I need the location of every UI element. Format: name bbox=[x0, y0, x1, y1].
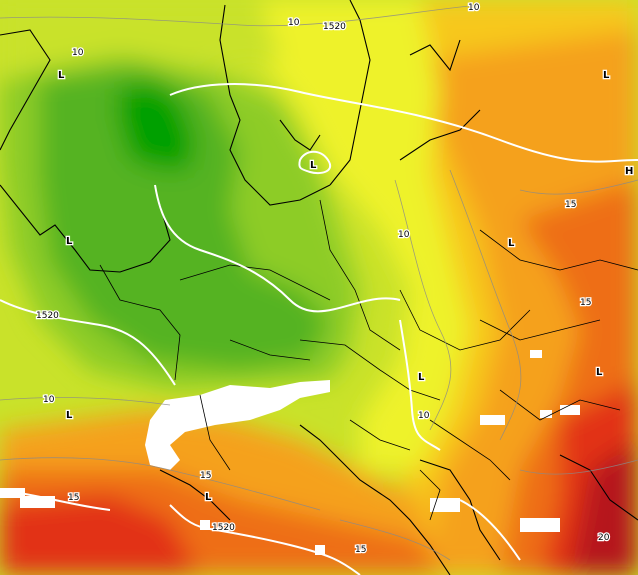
isoline-southeast bbox=[459, 499, 521, 561]
high-pressure-marker: H bbox=[625, 166, 633, 177]
contour-label-15-c: 15 bbox=[200, 471, 211, 481]
isoline-1520-south bbox=[169, 504, 361, 575]
low-pressure-marker: L bbox=[66, 410, 73, 421]
contour-label-1520-bottom: 1520 bbox=[212, 523, 235, 533]
contour-label-15-b: 15 bbox=[580, 298, 591, 308]
low-pressure-marker: L bbox=[310, 160, 317, 171]
isoline-1520-loop bbox=[298, 150, 331, 175]
contour-label-1520-top: 1520 bbox=[323, 22, 346, 32]
low-pressure-marker: L bbox=[596, 367, 603, 378]
contour-label-15-e: 15 bbox=[355, 545, 366, 555]
contour-label-10-b: 10 bbox=[468, 3, 480, 13]
isoline-east bbox=[399, 319, 441, 451]
low-pressure-marker: L bbox=[508, 238, 515, 249]
isotherms bbox=[0, 4, 638, 561]
low-pressure-marker: L bbox=[66, 236, 73, 247]
contour-label-15-d: 15 bbox=[68, 493, 79, 503]
geopotential-lines bbox=[0, 83, 638, 575]
contour-label-10-a: 10 bbox=[288, 18, 300, 28]
low-pressure-marker: L bbox=[58, 70, 65, 81]
contour-label-10-f: 10 bbox=[418, 411, 430, 421]
green-cold-core bbox=[118, 82, 195, 170]
contour-label-20-a: 20 bbox=[598, 533, 610, 543]
contour-label-10-e: 10 bbox=[43, 395, 55, 405]
low-pressure-marker: L bbox=[418, 372, 425, 383]
contour-label-10-c: 10 bbox=[72, 48, 84, 58]
isoline-1520-north bbox=[169, 83, 638, 163]
isoline-1520-west2 bbox=[0, 299, 176, 386]
contour-label-1520-left: 1520 bbox=[36, 311, 59, 321]
contour-label-15-a: 15 bbox=[565, 200, 576, 210]
south-warm-red bbox=[0, 495, 200, 575]
terrain-mask bbox=[0, 350, 580, 555]
warm-band-dark-red bbox=[570, 440, 638, 575]
low-pressure-marker: L bbox=[205, 492, 212, 503]
green-cool bbox=[40, 65, 330, 370]
isoline-1520-west bbox=[154, 184, 401, 313]
north-yellow-green bbox=[0, 0, 280, 80]
contour-label-10-d: 10 bbox=[398, 230, 410, 240]
isoline-southwest bbox=[0, 489, 111, 511]
low-pressure-marker: L bbox=[603, 70, 610, 81]
yellow-band bbox=[250, 0, 470, 470]
